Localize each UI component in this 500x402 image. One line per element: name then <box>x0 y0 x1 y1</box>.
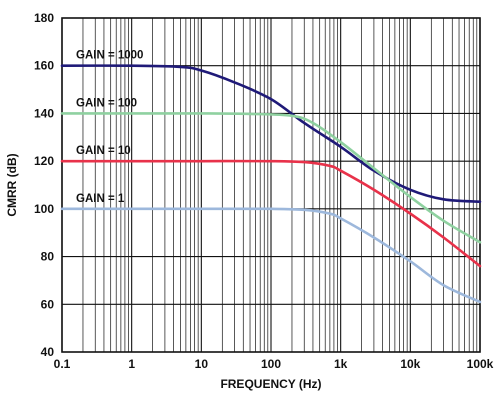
minor-gridlines <box>82 18 478 352</box>
x-tick-labels: 0.1 1 10 100 1k 10k 100k <box>54 357 494 371</box>
series-label-0: GAIN = 1000 <box>76 50 143 62</box>
y-tick-label: 180 <box>34 11 54 25</box>
series-line-3 <box>60 207 482 304</box>
x-tick-label: 0.1 <box>54 357 71 371</box>
x-axis-title: FREQUENCY (Hz) <box>220 377 321 391</box>
series-label-1: GAIN = 100 <box>76 97 137 109</box>
x-tick-label: 1 <box>128 357 135 371</box>
y-tick-label: 140 <box>34 106 54 120</box>
y-axis-title: CMRR (dB) <box>5 153 19 216</box>
series-lines <box>60 64 482 304</box>
x-tick-label: 10 <box>195 357 209 371</box>
y-tick-label: 100 <box>34 202 54 216</box>
plot-frame <box>61 17 481 353</box>
series-line-1 <box>60 112 482 244</box>
x-tick-label: 10k <box>400 357 420 371</box>
x-tick-label: 1k <box>334 357 348 371</box>
y-tick-label: 80 <box>41 250 55 264</box>
x-tick-label: 100k <box>467 357 494 371</box>
series-label-3: GAIN = 1 <box>76 193 125 205</box>
y-tick-label: 120 <box>34 154 54 168</box>
x-tick-label: 100 <box>261 357 281 371</box>
y-tick-label: 60 <box>41 297 55 311</box>
series-labels: GAIN = 1000 GAIN = 100 GAIN = 10 GAIN = 1 <box>76 50 143 205</box>
series-line-0 <box>60 64 482 203</box>
y-tick-label: 160 <box>34 59 54 73</box>
y-tick-labels: 40 60 80 100 120 140 160 180 <box>34 11 54 359</box>
y-tick-label: 40 <box>41 345 55 359</box>
series-label-2: GAIN = 10 <box>76 145 131 157</box>
series-line-2 <box>60 159 482 268</box>
